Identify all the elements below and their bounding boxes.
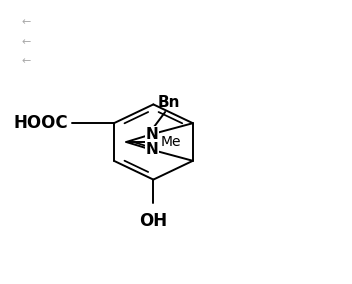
Text: HOOC: HOOC <box>14 114 68 132</box>
Text: N: N <box>145 127 158 142</box>
Text: Me: Me <box>161 135 181 149</box>
Text: OH: OH <box>139 212 168 229</box>
Text: ←: ← <box>22 56 31 66</box>
Text: Bn: Bn <box>157 95 180 110</box>
Text: ←: ← <box>22 37 31 47</box>
Text: N: N <box>145 142 158 157</box>
Text: ←: ← <box>22 17 31 27</box>
